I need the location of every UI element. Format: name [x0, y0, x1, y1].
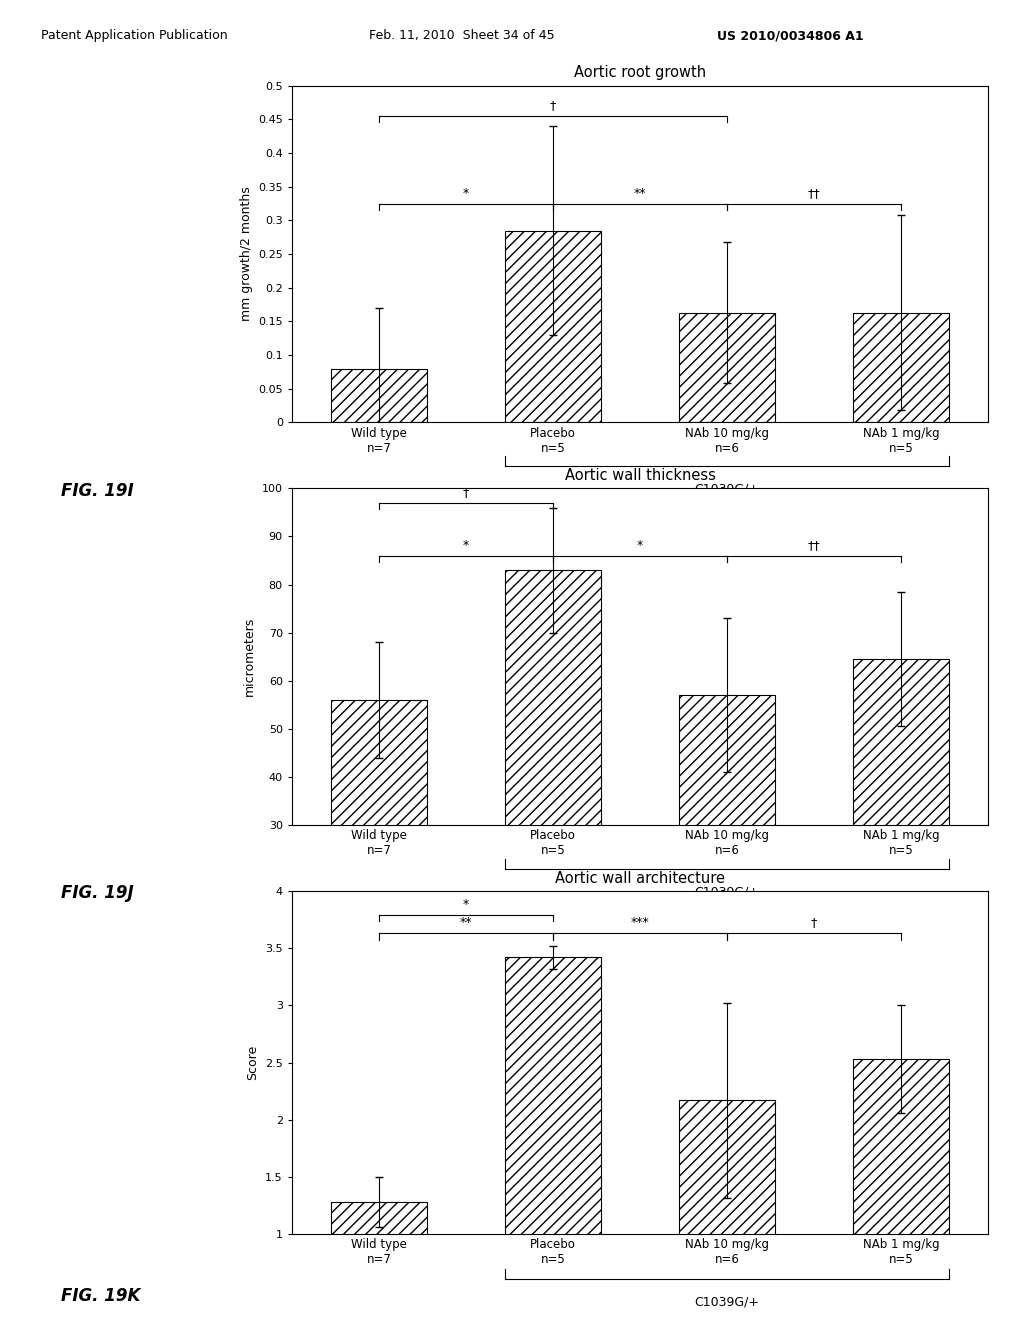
- Text: *: *: [463, 186, 469, 199]
- Bar: [853, 1059, 949, 1320]
- Text: *: *: [463, 898, 469, 911]
- Bar: [505, 957, 601, 1320]
- Text: ††: ††: [808, 539, 820, 552]
- Title: Aortic root growth: Aortic root growth: [573, 66, 707, 81]
- Text: ***: ***: [631, 916, 649, 929]
- Bar: [505, 570, 601, 969]
- Text: Feb. 11, 2010  Sheet 34 of 45: Feb. 11, 2010 Sheet 34 of 45: [369, 29, 554, 42]
- Title: Aortic wall architecture: Aortic wall architecture: [555, 871, 725, 886]
- Y-axis label: micrometers: micrometers: [244, 616, 256, 697]
- Bar: [505, 231, 601, 422]
- Text: †: †: [811, 916, 817, 929]
- Text: C1039G/+: C1039G/+: [694, 886, 760, 899]
- Text: FIG. 19I: FIG. 19I: [61, 482, 134, 500]
- Text: †: †: [463, 486, 469, 499]
- Bar: [679, 1101, 775, 1320]
- Bar: [853, 313, 949, 422]
- Text: †: †: [550, 99, 556, 112]
- Text: FIG. 19J: FIG. 19J: [61, 884, 134, 903]
- Text: US 2010/0034806 A1: US 2010/0034806 A1: [717, 29, 863, 42]
- Text: *: *: [463, 539, 469, 552]
- Y-axis label: Score: Score: [247, 1045, 259, 1080]
- Bar: [331, 700, 427, 969]
- Bar: [853, 659, 949, 969]
- Text: ††: ††: [808, 186, 820, 199]
- Text: Patent Application Publication: Patent Application Publication: [41, 29, 227, 42]
- Bar: [331, 368, 427, 422]
- Text: C1039G/+: C1039G/+: [694, 1296, 760, 1309]
- Text: **: **: [460, 916, 472, 929]
- Text: **: **: [634, 186, 646, 199]
- Text: FIG. 19K: FIG. 19K: [61, 1287, 141, 1305]
- Y-axis label: mm growth/2 months: mm growth/2 months: [240, 186, 253, 322]
- Title: Aortic wall thickness: Aortic wall thickness: [564, 469, 716, 483]
- Bar: [679, 313, 775, 422]
- Text: C1039G/+: C1039G/+: [694, 483, 760, 496]
- Text: *: *: [637, 539, 643, 552]
- Bar: [331, 1203, 427, 1320]
- Bar: [679, 696, 775, 969]
